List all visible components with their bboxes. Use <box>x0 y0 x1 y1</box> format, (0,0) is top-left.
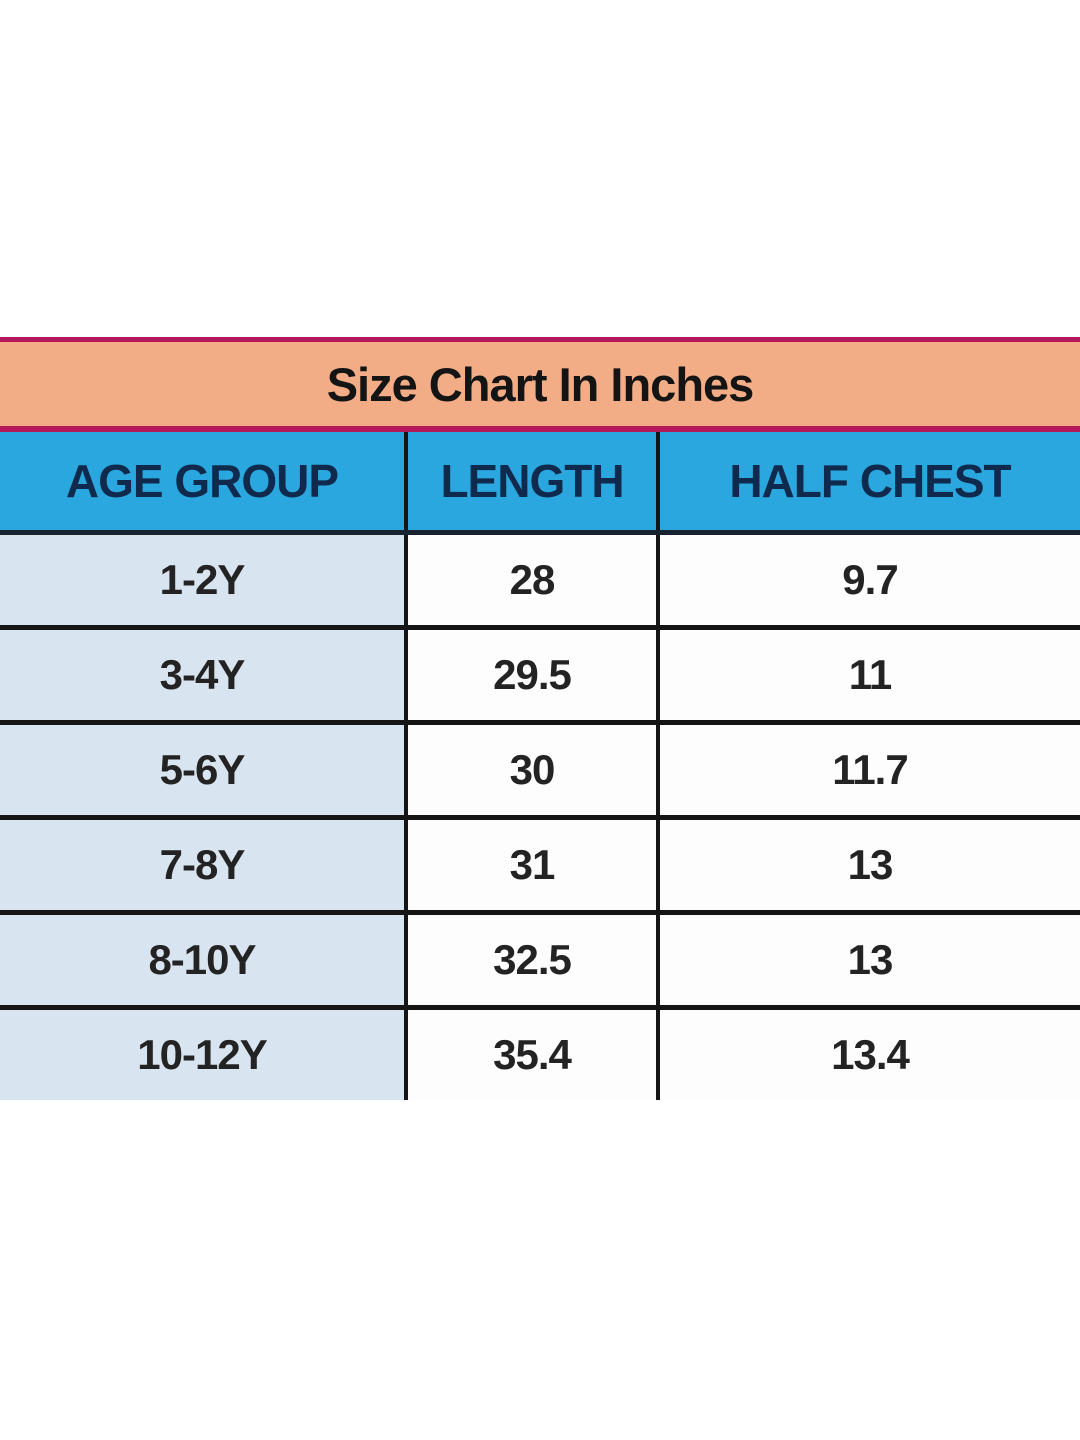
cell-age-group: 7-8Y <box>0 820 404 910</box>
cell-length: 30 <box>404 725 660 815</box>
cell-length: 29.5 <box>404 630 660 720</box>
table-row: 5-6Y 30 11.7 <box>0 725 1080 820</box>
cell-half-chest: 11.7 <box>832 746 908 793</box>
table-row: 8-10Y 32.5 13 <box>0 915 1080 1010</box>
cell-length: 31 <box>404 820 660 910</box>
cell-length: 28 <box>404 535 660 625</box>
table-row: 1-2Y 28 9.7 <box>0 535 1080 630</box>
cell-half-chest: 9.7 <box>842 556 898 603</box>
cell-age-group: 8-10Y <box>0 915 404 1005</box>
table-title-bar: Size Chart In Inches <box>0 337 1080 432</box>
header-age-group: AGE GROUP <box>65 455 339 507</box>
cell-half-chest: 13 <box>847 841 894 888</box>
table-title: Size Chart In Inches <box>326 357 755 411</box>
cell-half-chest: 11 <box>848 651 892 698</box>
header-length: LENGTH <box>404 432 660 530</box>
header-half-chest: HALF CHEST <box>729 455 1011 507</box>
size-chart-table: Size Chart In Inches AGE GROUP LENGTH HA… <box>0 337 1080 1100</box>
table-row: 10-12Y 35.4 13.4 <box>0 1010 1080 1100</box>
cell-length: 35.4 <box>404 1010 660 1100</box>
cell-age-group: 1-2Y <box>0 535 404 625</box>
cell-age-group: 5-6Y <box>0 725 404 815</box>
cell-length: 32.5 <box>404 915 660 1005</box>
cell-age-group: 10-12Y <box>0 1010 404 1100</box>
cell-half-chest: 13.4 <box>831 1031 910 1078</box>
cell-half-chest: 13 <box>847 936 894 983</box>
table-row: 3-4Y 29.5 11 <box>0 630 1080 725</box>
table-header-row: AGE GROUP LENGTH HALF CHEST <box>0 432 1080 535</box>
table-row: 7-8Y 31 13 <box>0 820 1080 915</box>
cell-age-group: 3-4Y <box>0 630 404 720</box>
